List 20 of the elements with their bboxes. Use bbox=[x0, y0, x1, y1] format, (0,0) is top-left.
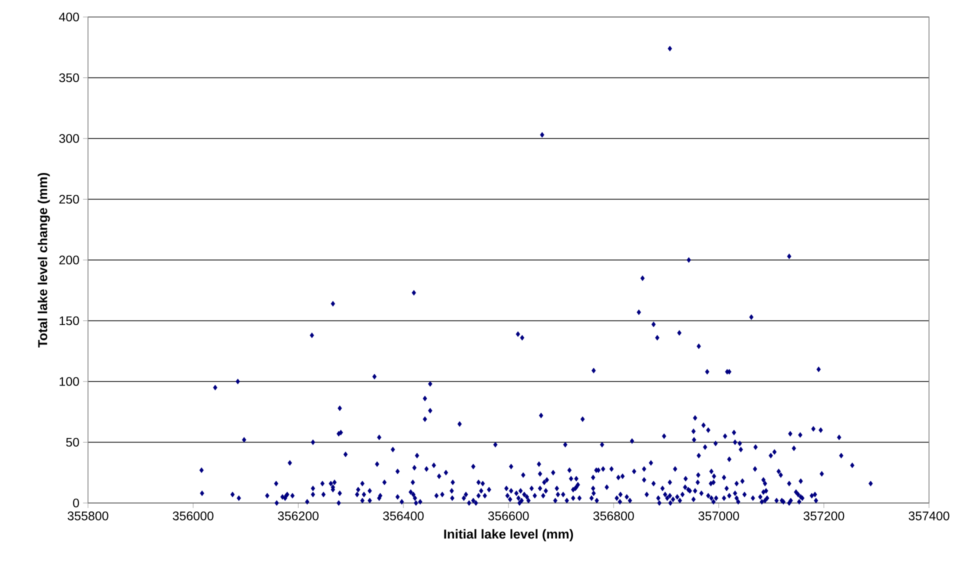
y-tick-label: 400 bbox=[59, 12, 80, 22]
y-tick-label: 350 bbox=[59, 73, 80, 82]
x-tick-label: 357400 bbox=[908, 512, 950, 520]
x-tick-label: 357200 bbox=[804, 512, 844, 520]
y-tick-label: 100 bbox=[60, 377, 80, 386]
y-tick-label: 200 bbox=[59, 256, 80, 264]
x-axis-title: Initial lake level (mm) bbox=[444, 529, 573, 542]
y-tick-label: 150 bbox=[60, 316, 80, 326]
y-tick-label: 0 bbox=[73, 498, 80, 508]
x-tick-label: 356200 bbox=[278, 512, 319, 520]
x-tick-label: 355800 bbox=[68, 512, 108, 520]
y-tick-label: 250 bbox=[59, 194, 80, 204]
x-tick-label: 356800 bbox=[593, 512, 634, 520]
y-axis-title: Total lake level change (mm) bbox=[38, 172, 50, 348]
y-tick-label: 50 bbox=[66, 438, 80, 447]
x-tick-label: 356000 bbox=[172, 512, 214, 520]
y-tick-label: 300 bbox=[59, 134, 80, 143]
x-tick-label: 356600 bbox=[488, 512, 529, 520]
x-tick-label: 356400 bbox=[383, 512, 424, 520]
x-tick-label: 357000 bbox=[698, 512, 740, 520]
